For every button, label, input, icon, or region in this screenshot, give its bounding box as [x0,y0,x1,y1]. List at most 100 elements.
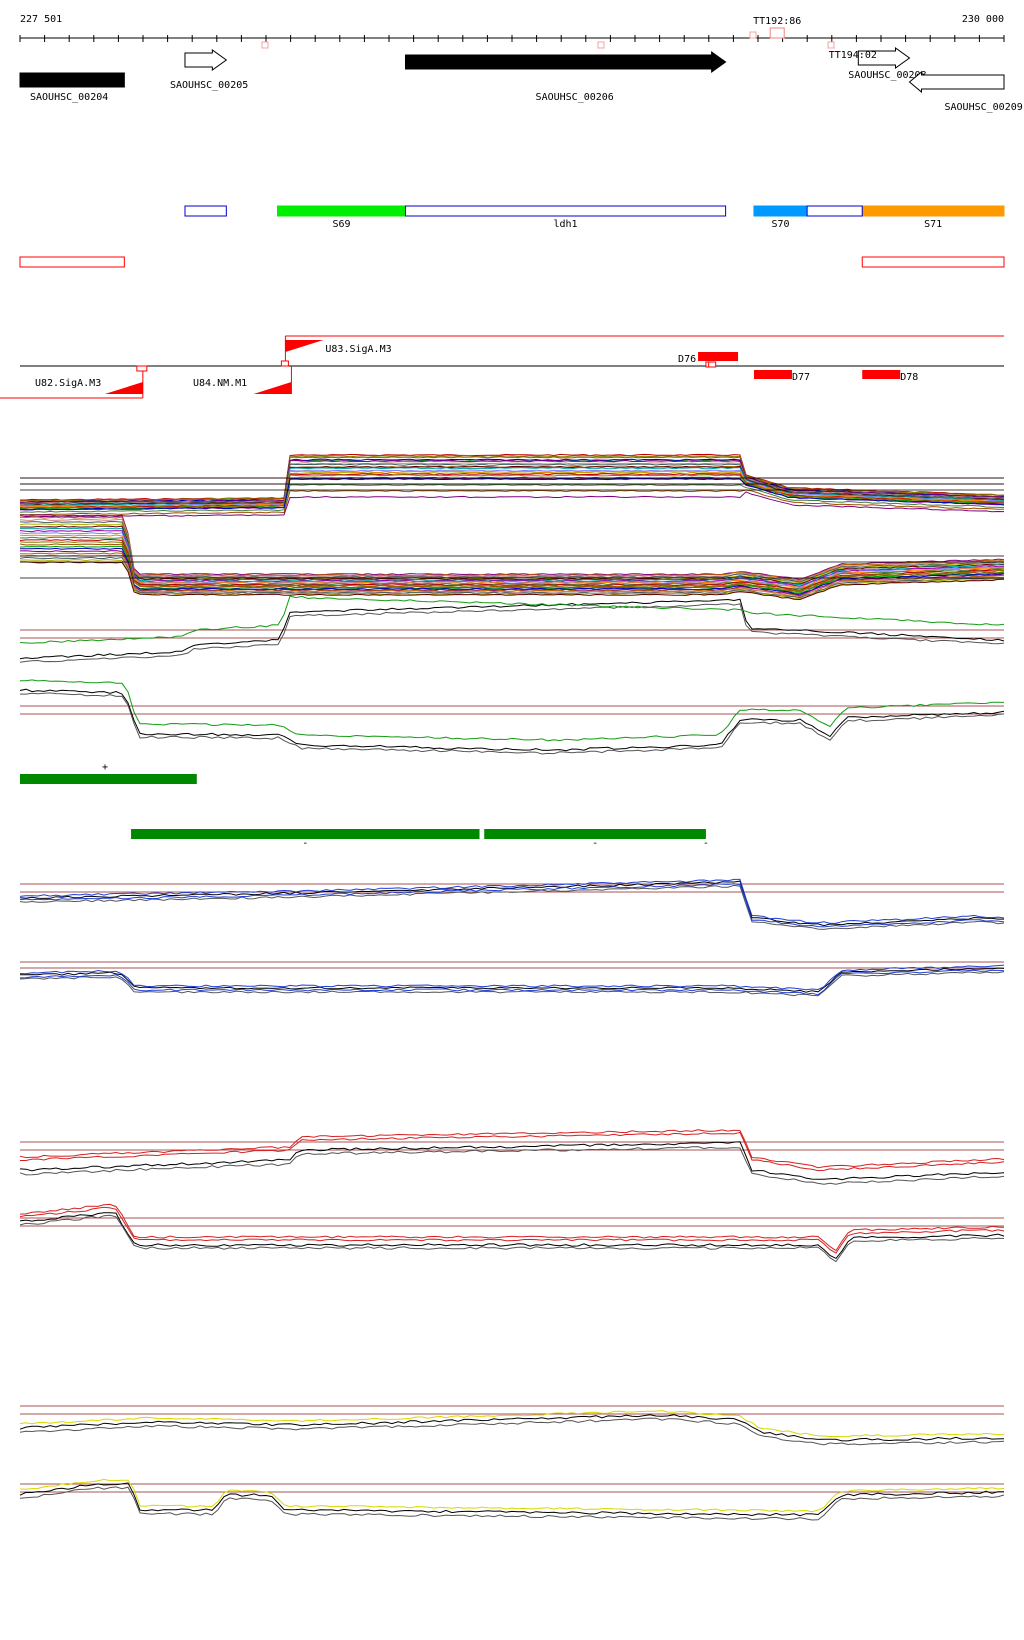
expression-line [19,1146,1005,1185]
terminator-feature [862,370,901,379]
expression-line [19,518,1005,582]
gene-arrow [19,72,125,88]
terminator-label: TT192:86 [753,16,801,27]
promoter-marker [280,360,289,367]
expression-line [20,525,1005,585]
expression-line [20,679,1005,742]
terminator-feature [698,352,739,361]
segment-box [184,205,227,217]
strand-sign: - [302,838,308,849]
gene-annotation-track: SAOUHSC_00204 SAOUHSC_00205 SAOUHSC_00206 S… [19,47,1023,113]
expression-line [20,692,1005,755]
expression-line [19,467,1005,507]
strand-sign: + [102,762,108,773]
terminator-markers: TT192:86 TT194:02 [753,16,877,61]
expression-line [19,880,1004,927]
expression-line [19,489,1005,516]
expression-line [19,1129,1005,1169]
strand-bar-plus [20,774,197,784]
segment-label: S70 [772,219,790,230]
expression-line [19,969,1005,996]
expression-line [19,462,1005,505]
expression-line [19,536,1005,590]
expression-line [19,516,1005,581]
expression-line [19,1141,1005,1181]
expression-line [20,1131,1005,1172]
gene-arrow [404,51,727,73]
terminator-feature [753,370,792,379]
expression-line [19,1203,1005,1252]
ruler-marker [261,41,269,49]
ruler-marker [827,41,835,49]
segment-label: S71 [924,219,942,230]
expression-line [19,491,1005,518]
expression-line [19,1212,1005,1260]
promoter-label: U84.NM.M1 [193,378,247,389]
gene-label: SAOUHSC_00209 [944,102,1022,113]
promoter-flag [285,340,324,352]
terminator-feature-label: D78 [900,372,918,383]
gene-arrow [184,49,228,71]
expression-line [19,1486,1005,1521]
expression-line [19,550,1005,596]
expression-line [19,1410,1005,1438]
terminator-feature-label: D77 [792,372,810,383]
promoter-label: U82.SigA.M3 [35,378,101,389]
expression-line [19,878,1005,924]
ruler-marker [749,31,757,39]
strand-bars: + - - - [20,762,709,849]
strand-sign: - [703,838,709,849]
strand-sign: - [592,838,598,849]
expression-line [19,458,1005,503]
region-box [861,256,1005,268]
segment-track: S69 ldh1 S70 S71 [19,205,1005,268]
coordinate-ruler: 227 501 230 000 [19,14,1005,49]
expression-line [19,556,1005,599]
expression-line [19,1214,1005,1263]
promoter-flag [104,382,143,394]
expression-line [19,603,1005,663]
segment-block [753,205,808,217]
segment-label: ldh1 [554,219,578,230]
expression-line [19,688,1005,752]
promoter-label: U83.SigA.M3 [325,344,391,355]
terminator-marker [769,27,785,39]
expression-line [19,473,1004,509]
promoter-track: U83.SigA.M3 U82.SigA.M3 U84.NM.M1 D76 D77 D78 [0,335,1004,399]
region-box [19,256,125,268]
expression-line [19,964,1005,991]
ruler-marker [597,41,605,49]
expression-line [19,595,1005,644]
expression-line [19,538,1005,591]
expression-line [19,1478,1005,1513]
segment-block [404,205,727,217]
segment-box [806,205,863,217]
gene-label: SAOUHSC_00206 [536,92,614,103]
expression-line [19,477,1005,511]
expression-line [19,1414,1005,1442]
expression-line [19,883,1005,928]
expression-line [19,543,1005,593]
expression-line [19,559,1005,600]
terminator-feature-label: D76 [678,354,696,365]
gene-label: SAOUHSC_00205 [170,80,248,91]
terminator-marker [708,361,717,368]
expression-line [19,514,1005,580]
segment-block [277,205,406,217]
expression-line [19,520,1005,583]
expression-line [19,1482,1004,1517]
expression-line [20,561,1005,601]
expression-line [19,529,1005,587]
promoter-flag [253,382,292,394]
promoter-marker [136,365,148,372]
expression-line [19,532,1005,588]
ruler-end-label: 230 000 [962,14,1004,25]
expression-line [19,483,1005,513]
segment-block [861,205,1005,217]
terminator-label: TT194:02 [829,50,877,61]
expression-profiles [19,453,1005,1521]
expression-line [20,527,1005,586]
expression-line [19,470,1005,508]
expression-line [19,971,1005,997]
